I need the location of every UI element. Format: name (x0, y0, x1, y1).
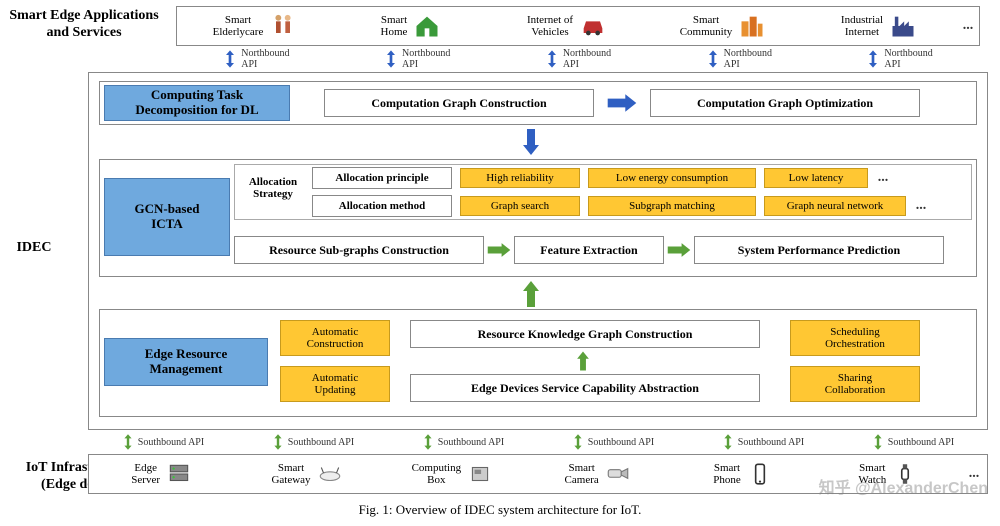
updown-arrow-icon (545, 49, 559, 69)
north-api-3: Northbound API (658, 48, 819, 70)
left-label-mid: IDEC (4, 240, 64, 257)
updown-arrow-icon (872, 433, 884, 451)
camera-icon (605, 461, 631, 487)
updown-arrow-icon (422, 433, 434, 451)
layer1-box-1: Computation Graph Optimization (650, 89, 920, 117)
updown-arrow-icon (223, 49, 237, 69)
bottom-device-1: SmartGateway (234, 461, 379, 487)
layer3-right-1: SharingCollaboration (790, 366, 920, 402)
factory-icon (889, 12, 917, 40)
top-app-0: SmartElderlycare (177, 12, 333, 40)
arrow-right-1 (594, 92, 650, 114)
bottom-device-label-3: SmartCamera (565, 462, 599, 486)
server-icon (166, 461, 192, 487)
south-api-0: Southbound API (88, 432, 238, 452)
layer3-left-0: AutomaticConstruction (280, 320, 390, 356)
box-icon (467, 461, 493, 487)
house-icon (413, 12, 441, 40)
pipeline-1: Feature Extraction (514, 236, 664, 264)
top-ellipsis: ... (957, 18, 979, 34)
pipeline-0: Resource Sub-graphs Construction (234, 236, 484, 264)
layer3-left-1: AutomaticUpdating (280, 366, 390, 402)
south-api-4: Southbound API (688, 432, 838, 452)
top-app-3: SmartCommunity (645, 12, 801, 40)
layer3-title: Edge ResourceManagement (104, 338, 268, 386)
top-app-label-3: SmartCommunity (680, 14, 733, 38)
arrow-down-blue (519, 127, 549, 157)
left-label-top: Smart Edge Applicationsand Services (4, 8, 164, 42)
arrow-right-g1 (484, 241, 514, 259)
figure-caption: Fig. 1: Overview of IDEC system architec… (0, 502, 1000, 518)
updown-arrow-icon (722, 433, 734, 451)
layer2: GCN-basedICTA AllocationStrategy Allocat… (99, 159, 977, 277)
alloc-outline (234, 164, 972, 220)
layer3: Edge ResourceManagement AutomaticConstru… (99, 309, 977, 417)
phone-icon (747, 461, 773, 487)
north-api-2: Northbound API (498, 48, 659, 70)
top-app-4: IndustrialInternet (801, 12, 957, 40)
top-app-label-2: Internet ofVehicles (527, 14, 573, 38)
south-api-label-1: Southbound API (288, 437, 354, 448)
bottom-device-2: ComputingBox (380, 461, 525, 487)
layer1-box-0: Computation Graph Construction (324, 89, 594, 117)
bottom-device-label-2: ComputingBox (412, 462, 462, 486)
layer3-center-1: Edge Devices Service Capability Abstract… (410, 374, 760, 402)
bottom-device-0: EdgeServer (89, 461, 234, 487)
south-api-3: Southbound API (538, 432, 688, 452)
updown-arrow-icon (272, 433, 284, 451)
updown-arrow-icon (866, 49, 880, 69)
north-api-label-0: Northbound API (241, 48, 289, 70)
north-api-label-4: Northbound API (884, 48, 932, 70)
top-app-label-1: SmartHome (381, 14, 408, 38)
south-api-label-0: Southbound API (138, 437, 204, 448)
bottom-device-3: SmartCamera (525, 461, 670, 487)
pipeline-row: Resource Sub-graphs Construction Feature… (234, 232, 972, 268)
south-api-label-2: Southbound API (438, 437, 504, 448)
south-api-label-3: Southbound API (588, 437, 654, 448)
arrow-right-g2 (664, 241, 694, 259)
layer3-center-0: Resource Knowledge Graph Construction (410, 320, 760, 348)
car-icon (579, 12, 607, 40)
south-api-row: Southbound API Southbound API Southbound A… (88, 432, 988, 452)
arrow-up-green (519, 279, 549, 309)
bottom-device-label-4: SmartPhone (713, 462, 741, 486)
layer1-title: Computing TaskDecomposition for DL (104, 85, 290, 121)
arrow-up-small (574, 350, 596, 372)
north-api-row: Northbound API Northbound API Northbound A… (176, 48, 980, 70)
north-api-label-2: Northbound API (563, 48, 611, 70)
north-api-label-1: Northbound API (402, 48, 450, 70)
top-app-1: SmartHome (333, 12, 489, 40)
south-api-5: Southbound API (838, 432, 988, 452)
updown-arrow-icon (384, 49, 398, 69)
layer3-right-0: SchedulingOrchestration (790, 320, 920, 356)
south-api-1: Southbound API (238, 432, 388, 452)
watermark: 知乎 @AlexanderChen (819, 474, 988, 498)
south-api-2: Southbound API (388, 432, 538, 452)
top-apps-row: SmartElderlycare SmartHome Internet ofVehi… (176, 6, 980, 46)
top-app-label-0: SmartElderlycare (213, 14, 264, 38)
bottom-device-label-1: SmartGateway (271, 462, 310, 486)
idec-box: Computing TaskDecomposition for DL Compu… (88, 72, 988, 430)
south-api-label-5: Southbound API (888, 437, 954, 448)
north-api-1: Northbound API (337, 48, 498, 70)
top-app-2: Internet ofVehicles (489, 12, 645, 40)
layer2-title: GCN-basedICTA (104, 178, 230, 256)
gateway-icon (317, 461, 343, 487)
bottom-device-4: SmartPhone (670, 461, 815, 487)
layer1: Computing TaskDecomposition for DL Compu… (99, 81, 977, 125)
elderly-icon (269, 12, 297, 40)
south-api-label-4: Southbound API (738, 437, 804, 448)
pipeline-2: System Performance Prediction (694, 236, 944, 264)
bottom-device-label-0: EdgeServer (131, 462, 160, 486)
north-api-label-3: Northbound API (724, 48, 772, 70)
updown-arrow-icon (572, 433, 584, 451)
updown-arrow-icon (706, 49, 720, 69)
updown-arrow-icon (122, 433, 134, 451)
north-api-4: Northbound API (819, 48, 980, 70)
north-api-0: Northbound API (176, 48, 337, 70)
top-app-label-4: IndustrialInternet (841, 14, 883, 38)
buildings-icon (738, 12, 766, 40)
